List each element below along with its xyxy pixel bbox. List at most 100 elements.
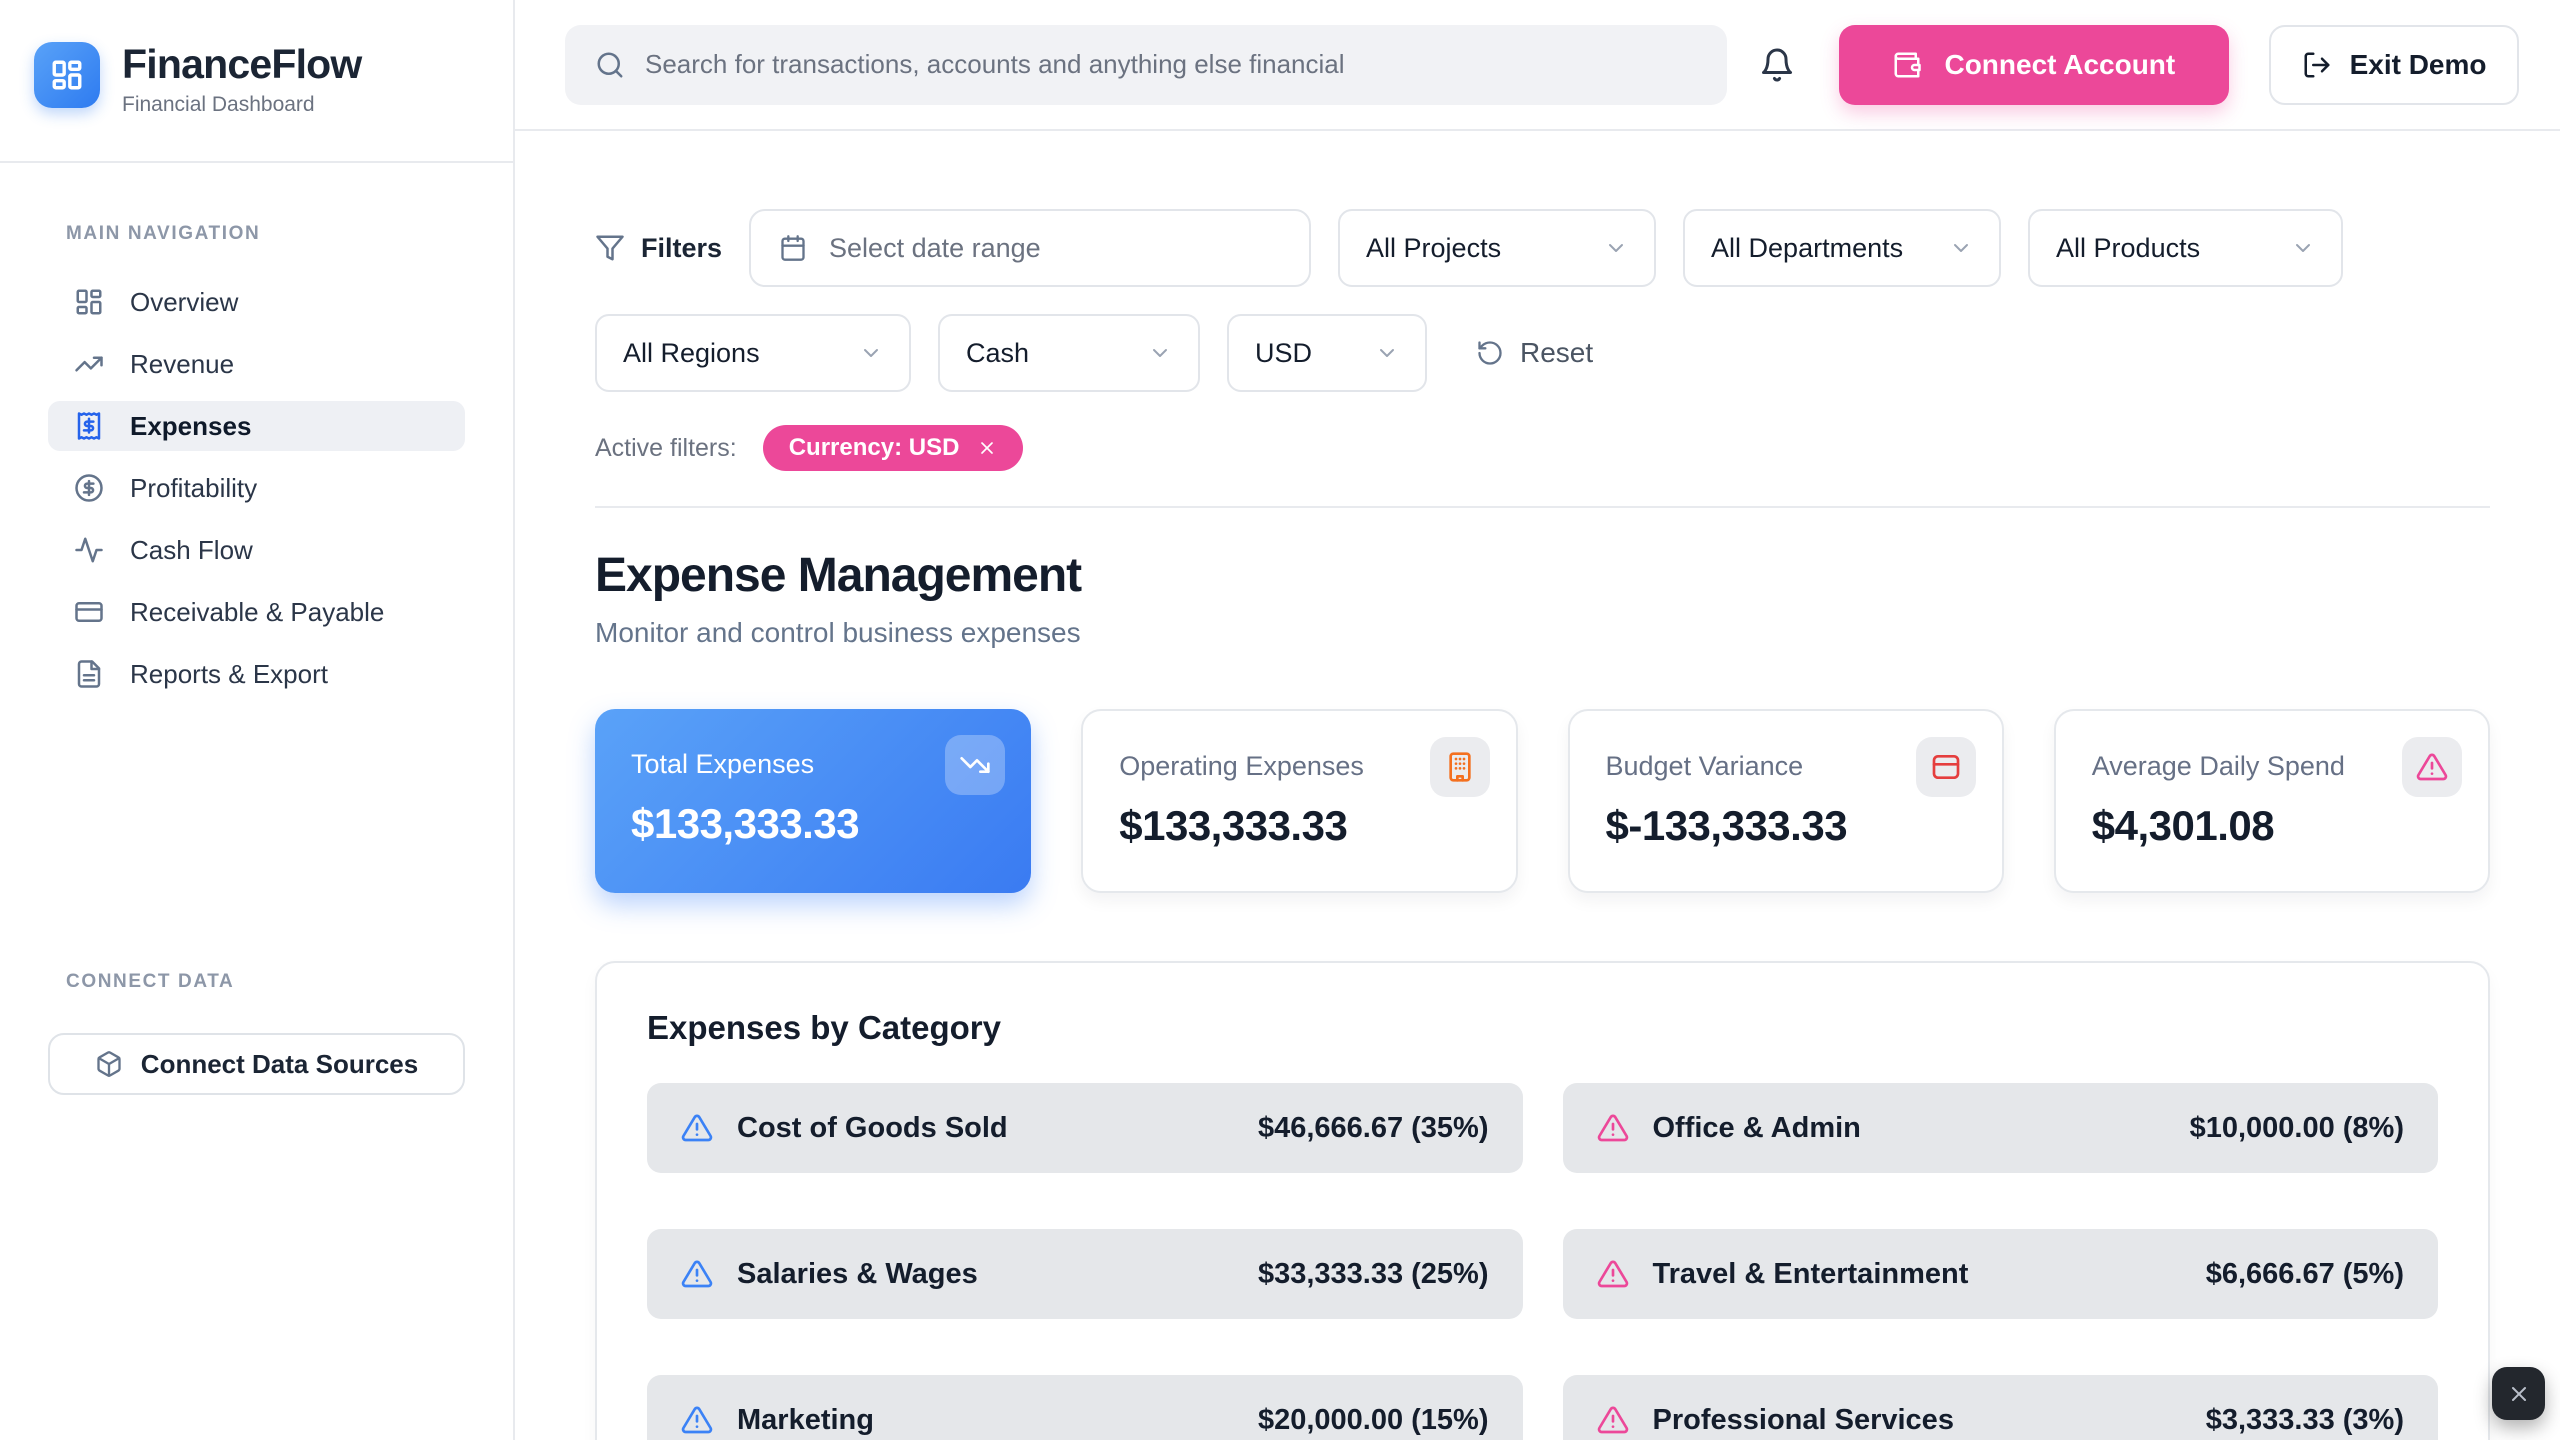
stat-value: $-133,333.33 bbox=[1605, 802, 1848, 849]
connect-account-label: Connect Account bbox=[1944, 48, 2176, 80]
basis-dropdown[interactable]: Cash bbox=[938, 314, 1200, 392]
products-dropdown-value: All Products bbox=[2056, 232, 2201, 263]
category-value: $33,333.33 (25%) bbox=[1257, 1257, 1489, 1290]
sidebar-item-expenses[interactable]: Expenses bbox=[48, 401, 465, 451]
reset-filters-button[interactable]: Reset bbox=[1476, 337, 1593, 369]
search-input[interactable] bbox=[645, 49, 1697, 80]
filters-label: Filters bbox=[595, 233, 722, 264]
category-value: $10,000.00 (8%) bbox=[2189, 1111, 2404, 1144]
category-name: Office & Admin bbox=[1652, 1111, 1861, 1144]
section-divider bbox=[595, 506, 2490, 508]
sidebar-item-label: Overview bbox=[130, 286, 239, 317]
projects-dropdown[interactable]: All Projects bbox=[1338, 209, 1657, 287]
chevron-down-icon bbox=[1380, 349, 1394, 357]
date-range-input[interactable]: Select date range bbox=[749, 209, 1312, 287]
stat-label: Operating Expenses bbox=[1119, 751, 1364, 781]
connect-data-section-label: CONNECT DATA bbox=[66, 971, 235, 992]
connect-data-sources-button[interactable]: Connect Data Sources bbox=[48, 1033, 465, 1095]
chevron-down-icon bbox=[2296, 244, 2311, 252]
stat-value: $133,333.33 bbox=[1119, 802, 1348, 849]
main-content: Filters Select date range All Projects A… bbox=[515, 131, 2560, 1440]
sidebar-item-label: Cash Flow bbox=[130, 534, 253, 565]
chevron-down-icon bbox=[864, 349, 878, 357]
category-name: Travel & Entertainment bbox=[1652, 1257, 1969, 1290]
top-header: Connect Account Exit Demo bbox=[515, 0, 2560, 131]
expenses-by-category-title: Expenses by Category bbox=[647, 1009, 1001, 1046]
category-name: Professional Services bbox=[1652, 1403, 1954, 1436]
exit-demo-button[interactable]: Exit Demo bbox=[2269, 24, 2519, 105]
funnel-icon bbox=[596, 235, 624, 261]
activity-icon bbox=[75, 537, 103, 563]
sidebar-item-label: Profitability bbox=[130, 472, 258, 503]
category-row-travel-entertainment[interactable]: Travel & Entertainment $6,666.67 (5%) bbox=[1562, 1229, 2438, 1319]
active-filter-chip-currency[interactable]: Currency: USD bbox=[762, 425, 1024, 471]
exit-demo-label: Exit Demo bbox=[2349, 48, 2487, 80]
alert-triangle-icon bbox=[1597, 1406, 1628, 1434]
bell-icon bbox=[1761, 48, 1792, 81]
log-out-icon bbox=[2304, 52, 2330, 77]
close-overlay-button[interactable] bbox=[2492, 1367, 2545, 1420]
chevron-down-icon bbox=[1609, 244, 1624, 252]
sidebar-item-cash-flow[interactable]: Cash Flow bbox=[48, 525, 465, 575]
stat-card-budget-variance[interactable]: Budget Variance $-133,333.33 bbox=[1567, 709, 2004, 893]
products-dropdown[interactable]: All Products bbox=[2028, 209, 2344, 287]
stat-label: Average Daily Spend bbox=[2091, 751, 2345, 781]
connect-account-button[interactable]: Connect Account bbox=[1838, 24, 2230, 105]
category-name: Salaries & Wages bbox=[737, 1257, 978, 1290]
sidebar-item-profitability[interactable]: Profitability bbox=[48, 463, 465, 513]
category-row-professional-services[interactable]: Professional Services $3,333.33 (3%) bbox=[1562, 1375, 2438, 1440]
layout-grid-icon bbox=[76, 289, 102, 315]
sidebar-item-reports-export[interactable]: Reports & Export bbox=[48, 649, 465, 699]
alert-triangle-icon bbox=[681, 1114, 713, 1142]
chevron-down-icon bbox=[1153, 349, 1167, 357]
active-filters-bar: Active filters: Currency: USD bbox=[595, 425, 2490, 471]
filters-row-1: Filters Select date range All Projects A… bbox=[595, 209, 2490, 287]
alert-triangle-icon bbox=[1597, 1260, 1628, 1288]
receipt-icon bbox=[77, 412, 101, 440]
sidebar-item-overview[interactable]: Overview bbox=[48, 277, 465, 327]
date-range-placeholder: Select date range bbox=[829, 232, 1041, 263]
sidebar-item-receivable-payable[interactable]: Receivable & Payable bbox=[48, 587, 465, 637]
sidebar-item-revenue[interactable]: Revenue bbox=[48, 339, 465, 389]
app-logo bbox=[34, 42, 100, 108]
notifications-button[interactable] bbox=[1759, 47, 1795, 83]
stat-icon-chip bbox=[1429, 737, 1490, 797]
alert-triangle-icon bbox=[681, 1406, 713, 1434]
stat-icon-chip bbox=[2402, 737, 2462, 797]
departments-dropdown[interactable]: All Departments bbox=[1683, 209, 2002, 287]
wallet-icon bbox=[1894, 52, 1922, 77]
stat-value: $133,333.33 bbox=[631, 800, 860, 847]
basis-dropdown-value: Cash bbox=[966, 337, 1030, 368]
category-row-office-admin[interactable]: Office & Admin $10,000.00 (8%) bbox=[1562, 1083, 2438, 1173]
regions-dropdown-value: All Regions bbox=[623, 337, 760, 368]
category-row-cost-of-goods-sold[interactable]: Cost of Goods Sold $46,666.67 (35%) bbox=[647, 1083, 1523, 1173]
reset-label: Reset bbox=[1520, 337, 1594, 368]
departments-dropdown-value: All Departments bbox=[1711, 232, 1904, 263]
building-icon bbox=[1448, 752, 1471, 782]
category-row-salaries-wages[interactable]: Salaries & Wages $33,333.33 (25%) bbox=[647, 1229, 1523, 1319]
stat-card-operating-expenses[interactable]: Operating Expenses $133,333.33 bbox=[1081, 709, 1518, 893]
sidebar-item-label: Expenses bbox=[130, 410, 252, 441]
category-name: Cost of Goods Sold bbox=[737, 1111, 1008, 1144]
search-icon bbox=[597, 52, 623, 77]
stat-card-total-expenses[interactable]: Total Expenses $133,333.33 bbox=[595, 709, 1032, 893]
nav-section-label: MAIN NAVIGATION bbox=[66, 223, 261, 244]
rotate-ccw-icon bbox=[1478, 341, 1502, 365]
trending-up-icon bbox=[75, 356, 103, 372]
category-row-marketing[interactable]: Marketing $20,000.00 (15%) bbox=[647, 1375, 1523, 1440]
sidebar-item-label: Reports & Export bbox=[130, 658, 328, 689]
currency-dropdown[interactable]: USD bbox=[1227, 314, 1427, 392]
global-search[interactable] bbox=[565, 24, 1727, 105]
remove-filter-icon[interactable] bbox=[977, 438, 997, 458]
chevron-down-icon bbox=[1954, 244, 1969, 252]
alert-triangle-icon bbox=[1597, 1114, 1628, 1142]
regions-dropdown[interactable]: All Regions bbox=[595, 314, 911, 392]
filters-text: Filters bbox=[641, 232, 723, 263]
currency-dropdown-value: USD bbox=[1255, 337, 1313, 368]
app-subtitle: Financial Dashboard bbox=[122, 93, 315, 117]
stat-value: $4,301.08 bbox=[2091, 802, 2275, 849]
dollar-circle-icon bbox=[75, 474, 103, 502]
chip-label: Currency: USD bbox=[788, 434, 960, 461]
stat-card-average-daily-spend[interactable]: Average Daily Spend $4,301.08 bbox=[2053, 709, 2490, 893]
stat-label: Budget Variance bbox=[1605, 751, 1804, 781]
